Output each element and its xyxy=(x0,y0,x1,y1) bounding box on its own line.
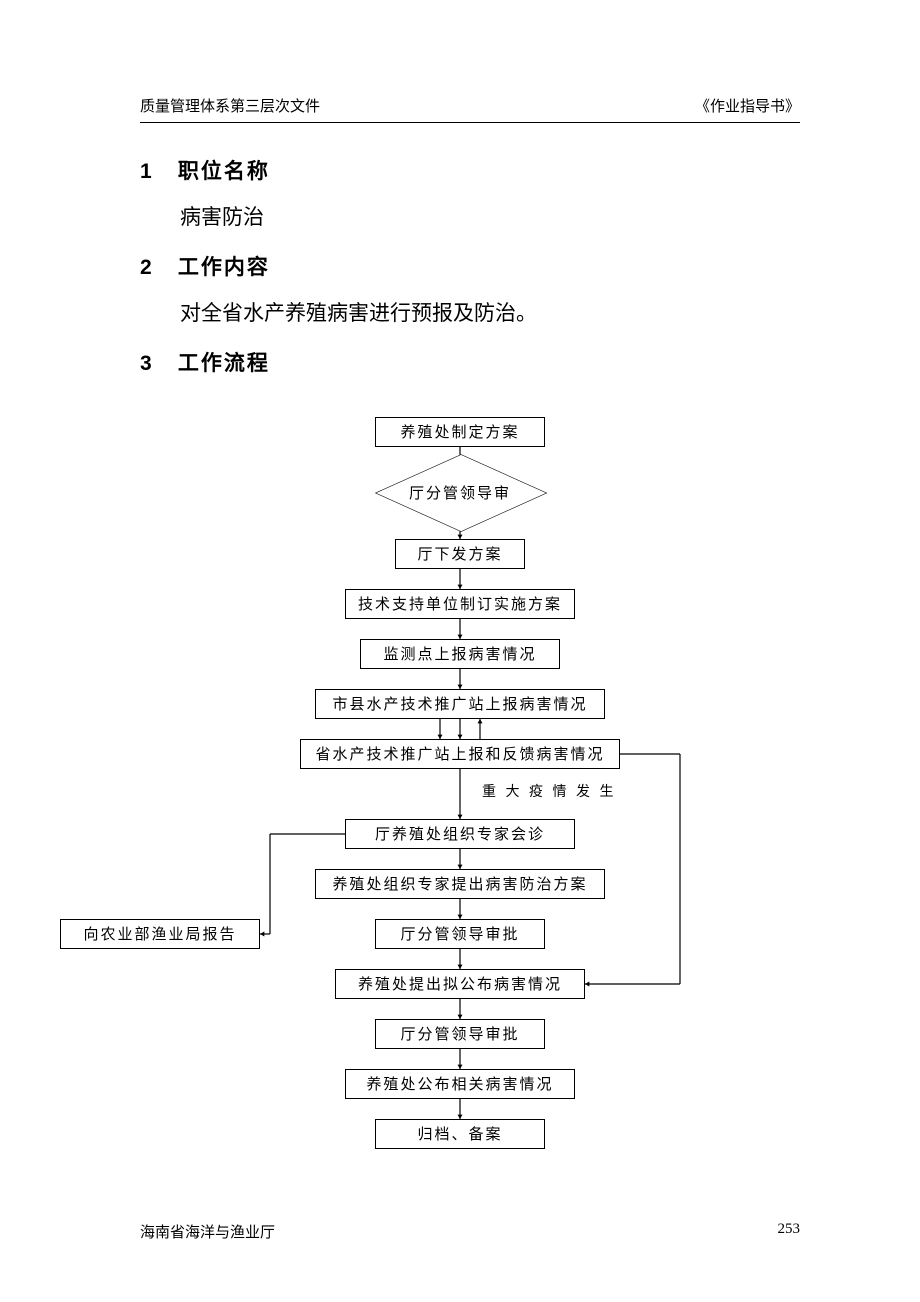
section-1-title: 职位名称 xyxy=(178,160,270,183)
flow-node-n11: 养殖处提出拟公布病害情况 xyxy=(335,969,585,999)
workflow-flowchart: 养殖处制定方案厅分管领导审厅下发方案技术支持单位制订实施方案监测点上报病害情况市… xyxy=(140,417,800,1177)
section-2-title: 工作内容 xyxy=(178,256,270,279)
page-header: 质量管理体系第三层次文件 《作业指导书》 xyxy=(140,95,800,123)
flow-side-node: 向农业部渔业局报告 xyxy=(60,919,260,949)
flow-node-n9: 养殖处组织专家提出病害防治方案 xyxy=(315,869,605,899)
section-3-heading: 3 工作流程 xyxy=(140,347,800,377)
flow-node-n10: 厅分管领导审批 xyxy=(375,919,545,949)
flow-node-n5: 监测点上报病害情况 xyxy=(360,639,560,669)
section-1-body: 病害防治 xyxy=(180,199,800,237)
section-3-title: 工作流程 xyxy=(178,352,270,375)
footer-right: 253 xyxy=(778,1221,801,1242)
flow-node-n6: 市县水产技术推广站上报病害情况 xyxy=(315,689,605,719)
page-footer: 海南省海洋与渔业厅 253 xyxy=(140,1221,800,1242)
section-2-num: 2 xyxy=(140,256,170,280)
flow-node-n7: 省水产技术推广站上报和反馈病害情况 xyxy=(300,739,620,769)
flow-node-n3: 厅下发方案 xyxy=(395,539,525,569)
flow-node-n12: 厅分管领导审批 xyxy=(375,1019,545,1049)
flow-node-n8: 厅养殖处组织专家会诊 xyxy=(345,819,575,849)
header-right: 《作业指导书》 xyxy=(695,95,800,116)
section-2-body: 对全省水产养殖病害进行预报及防治。 xyxy=(180,295,800,333)
footer-left: 海南省海洋与渔业厅 xyxy=(140,1221,275,1242)
section-1-heading: 1 职位名称 xyxy=(140,155,800,185)
flow-node-n13: 养殖处公布相关病害情况 xyxy=(345,1069,575,1099)
section-3-num: 3 xyxy=(140,352,170,376)
flow-node-n4: 技术支持单位制订实施方案 xyxy=(345,589,575,619)
flow-node-n14: 归档、备案 xyxy=(375,1119,545,1149)
section-2-heading: 2 工作内容 xyxy=(140,251,800,281)
section-1-num: 1 xyxy=(140,160,170,184)
flow-edge-label: 重 大 疫 情 发 生 xyxy=(480,781,619,801)
header-left: 质量管理体系第三层次文件 xyxy=(140,95,320,116)
